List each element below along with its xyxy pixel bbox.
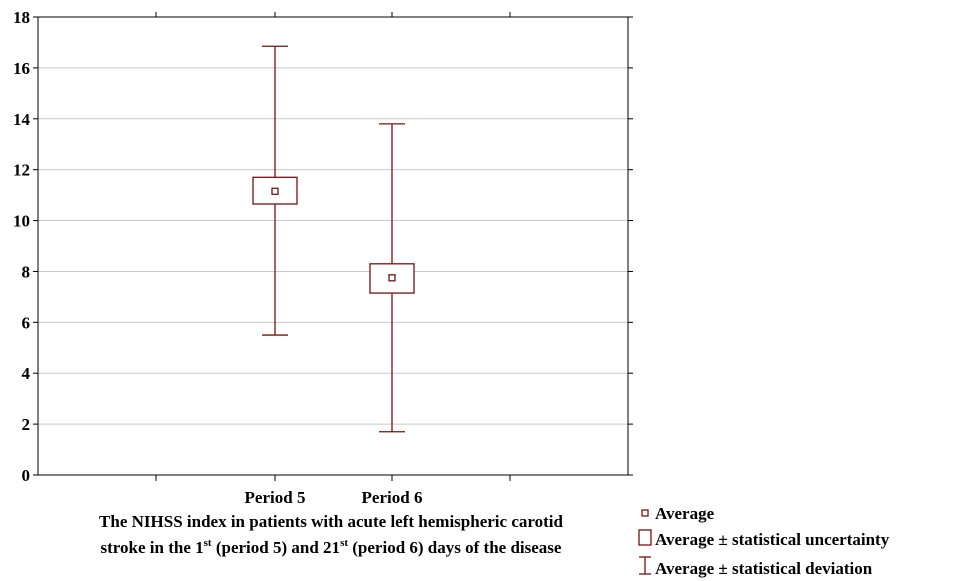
caption-line-1: The NIHSS index in patients with acute l… [99, 512, 563, 531]
y-tick-label: 6 [22, 313, 31, 332]
legend-average-label: Average [655, 504, 715, 523]
average-marker [271, 187, 279, 195]
plot-frame [37, 16, 629, 476]
y-tick-label: 8 [22, 262, 31, 281]
y-tick-label: 4 [22, 364, 31, 383]
caption-sup-2: st [340, 537, 348, 549]
x-tick-label: Period 6 [362, 488, 423, 507]
y-tick-label: 14 [13, 110, 31, 129]
uncertainty-box [252, 176, 298, 205]
legend: Average Average ± statistical uncertaint… [638, 504, 890, 578]
caption-line-2: stroke in the 1st (period 5) and 21st (p… [101, 537, 562, 557]
legend-average-marker [641, 509, 649, 517]
y-tick-label: 18 [13, 8, 30, 27]
grid-lines [38, 67, 628, 425]
legend-deviation-marker [639, 556, 651, 575]
y-axis: 0 2 4 6 8 10 12 14 16 18 [13, 8, 633, 485]
legend-uncertainty-label: Average ± statistical uncertainty [655, 530, 890, 549]
average-marker [388, 274, 396, 282]
data-marks [252, 45, 415, 433]
box-group-1 [252, 45, 298, 336]
x-tick-label: Period 5 [245, 488, 306, 507]
legend-uncertainty-marker [638, 529, 652, 546]
caption-sup-1: st [204, 537, 212, 549]
legend-deviation-label: Average ± statistical deviation [655, 559, 873, 578]
y-tick-label: 0 [22, 466, 31, 485]
box-group-2 [369, 123, 415, 433]
y-tick-label: 16 [13, 59, 30, 78]
x-axis: Period 5 Period 6 [155, 12, 511, 507]
y-tick-label: 12 [13, 161, 30, 180]
y-tick-label: 2 [22, 415, 31, 434]
y-tick-label: 10 [13, 212, 30, 231]
